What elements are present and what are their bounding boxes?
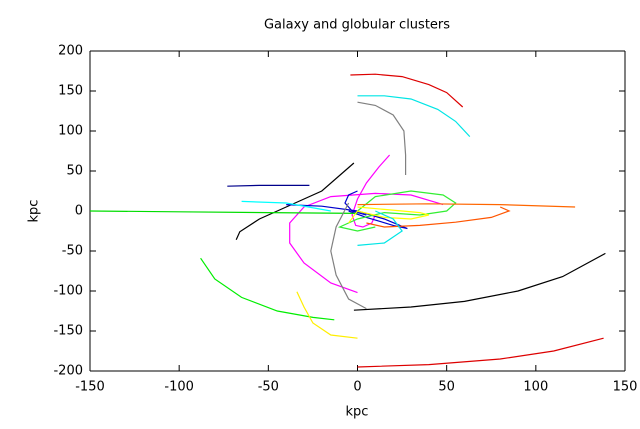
orbit-line <box>357 203 576 208</box>
y-tick-label: -150 <box>53 324 83 339</box>
orbit-line <box>351 154 391 228</box>
y-tick-label: 100 <box>58 124 83 139</box>
orbit-line <box>350 73 464 108</box>
x-tick-label: 100 <box>523 380 548 395</box>
orbit-line <box>296 291 358 339</box>
orbit-line <box>330 202 367 310</box>
y-tick-label: 50 <box>66 164 83 179</box>
orbit-line <box>353 252 606 311</box>
x-tick-label: -100 <box>164 380 194 395</box>
orbit-line <box>357 95 471 138</box>
y-tick-label: -100 <box>53 284 83 299</box>
orbit-line <box>200 257 335 321</box>
x-tick-label: 150 <box>613 380 638 395</box>
orbit-line <box>89 210 358 214</box>
orbit-line <box>357 101 407 175</box>
x-tick-label: 50 <box>438 380 455 395</box>
x-tick-label: -50 <box>258 380 279 395</box>
y-tick-label: -50 <box>62 244 83 259</box>
orbit-line <box>286 204 408 230</box>
x-tick-label: -150 <box>75 380 105 395</box>
y-tick-label: 150 <box>58 84 83 99</box>
orbit-line <box>241 200 331 212</box>
x-axis-label: kpc <box>346 405 369 420</box>
orbit-line <box>227 184 310 187</box>
orbit-line <box>348 206 429 224</box>
y-tick-label: 0 <box>75 204 83 219</box>
orbit-line <box>357 210 403 246</box>
orbit-line <box>366 206 511 228</box>
y-tick-label: 200 <box>58 44 83 59</box>
y-axis-label: kpc <box>27 200 42 223</box>
y-tick-label: -200 <box>53 364 83 379</box>
chart-title: Galaxy and globular clusters <box>264 18 450 33</box>
orbit-line <box>337 190 457 232</box>
orbit-line <box>357 337 604 368</box>
x-tick-label: 0 <box>353 380 361 395</box>
